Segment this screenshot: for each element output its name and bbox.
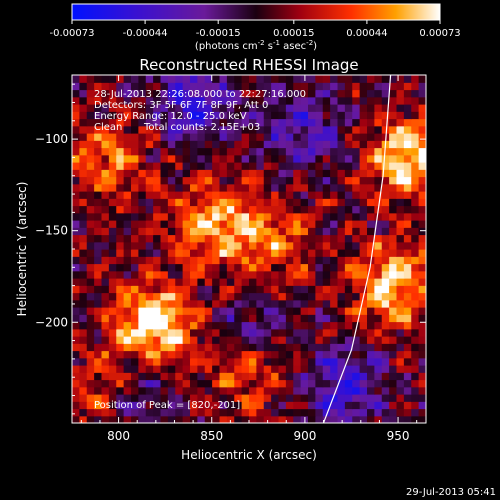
y-axis-ticks: −100 −150 −200	[35, 83, 426, 415]
y-tick-label: −100	[35, 132, 68, 146]
chart-title: Reconstructed RHESSI Image	[139, 56, 358, 74]
annotation-energy-range: Energy Range: 12.0 - 25.0 keV	[94, 111, 247, 122]
annotation-time-range: 28-Jul-2013 22:26:08.000 to 22:27:16.000	[94, 89, 306, 100]
colorbar-tick-label: 0.00073	[419, 28, 460, 39]
x-axis-ticks: 800 850 900 950	[80, 75, 418, 443]
y-tick-label: −150	[35, 224, 68, 238]
colorbar-tick-label: -0.00044	[123, 28, 168, 39]
y-tick-label: −200	[35, 315, 68, 329]
annotation-peak-position: Position of Peak = [820,-201]	[94, 400, 240, 411]
x-tick-label: 800	[107, 429, 130, 443]
colorbar-unit-label: (photons cm-2 s-1 asec-2)	[195, 39, 317, 52]
y-axis-label: Heliocentric Y (arcsec)	[15, 182, 29, 317]
colorbar-tick-label: -0.00015	[196, 28, 241, 39]
annotation-total-counts: Total counts: 2.15E+03	[143, 122, 260, 133]
heatmap-image	[72, 75, 426, 423]
x-tick-label: 950	[387, 429, 410, 443]
colorbar	[71, 3, 441, 21]
x-axis-label: Heliocentric X (arcsec)	[181, 448, 317, 462]
solar-limb-curve	[322, 75, 392, 423]
colorbar-tick-label: -0.00073	[50, 28, 95, 39]
colorbar-tick-label: 0.00044	[346, 28, 387, 39]
annotation-block: 28-Jul-2013 22:26:08.000 to 22:27:16.000…	[94, 89, 306, 411]
colorbar-tick-labels: -0.00073 -0.00044 -0.00015 0.00015 0.00044 0.…	[50, 28, 461, 39]
colorbar-tick-label: 0.00015	[273, 28, 314, 39]
x-tick-label: 850	[200, 429, 223, 443]
colorbar-ticks	[71, 20, 441, 24]
annotation-clean: Clean	[94, 122, 122, 133]
footer-timestamp: 29-Jul-2013 05:41	[406, 487, 496, 498]
annotation-detectors: Detectors: 3F 5F 6F 7F 8F 9F, Att 0	[94, 100, 268, 111]
x-tick-label: 900	[293, 429, 316, 443]
